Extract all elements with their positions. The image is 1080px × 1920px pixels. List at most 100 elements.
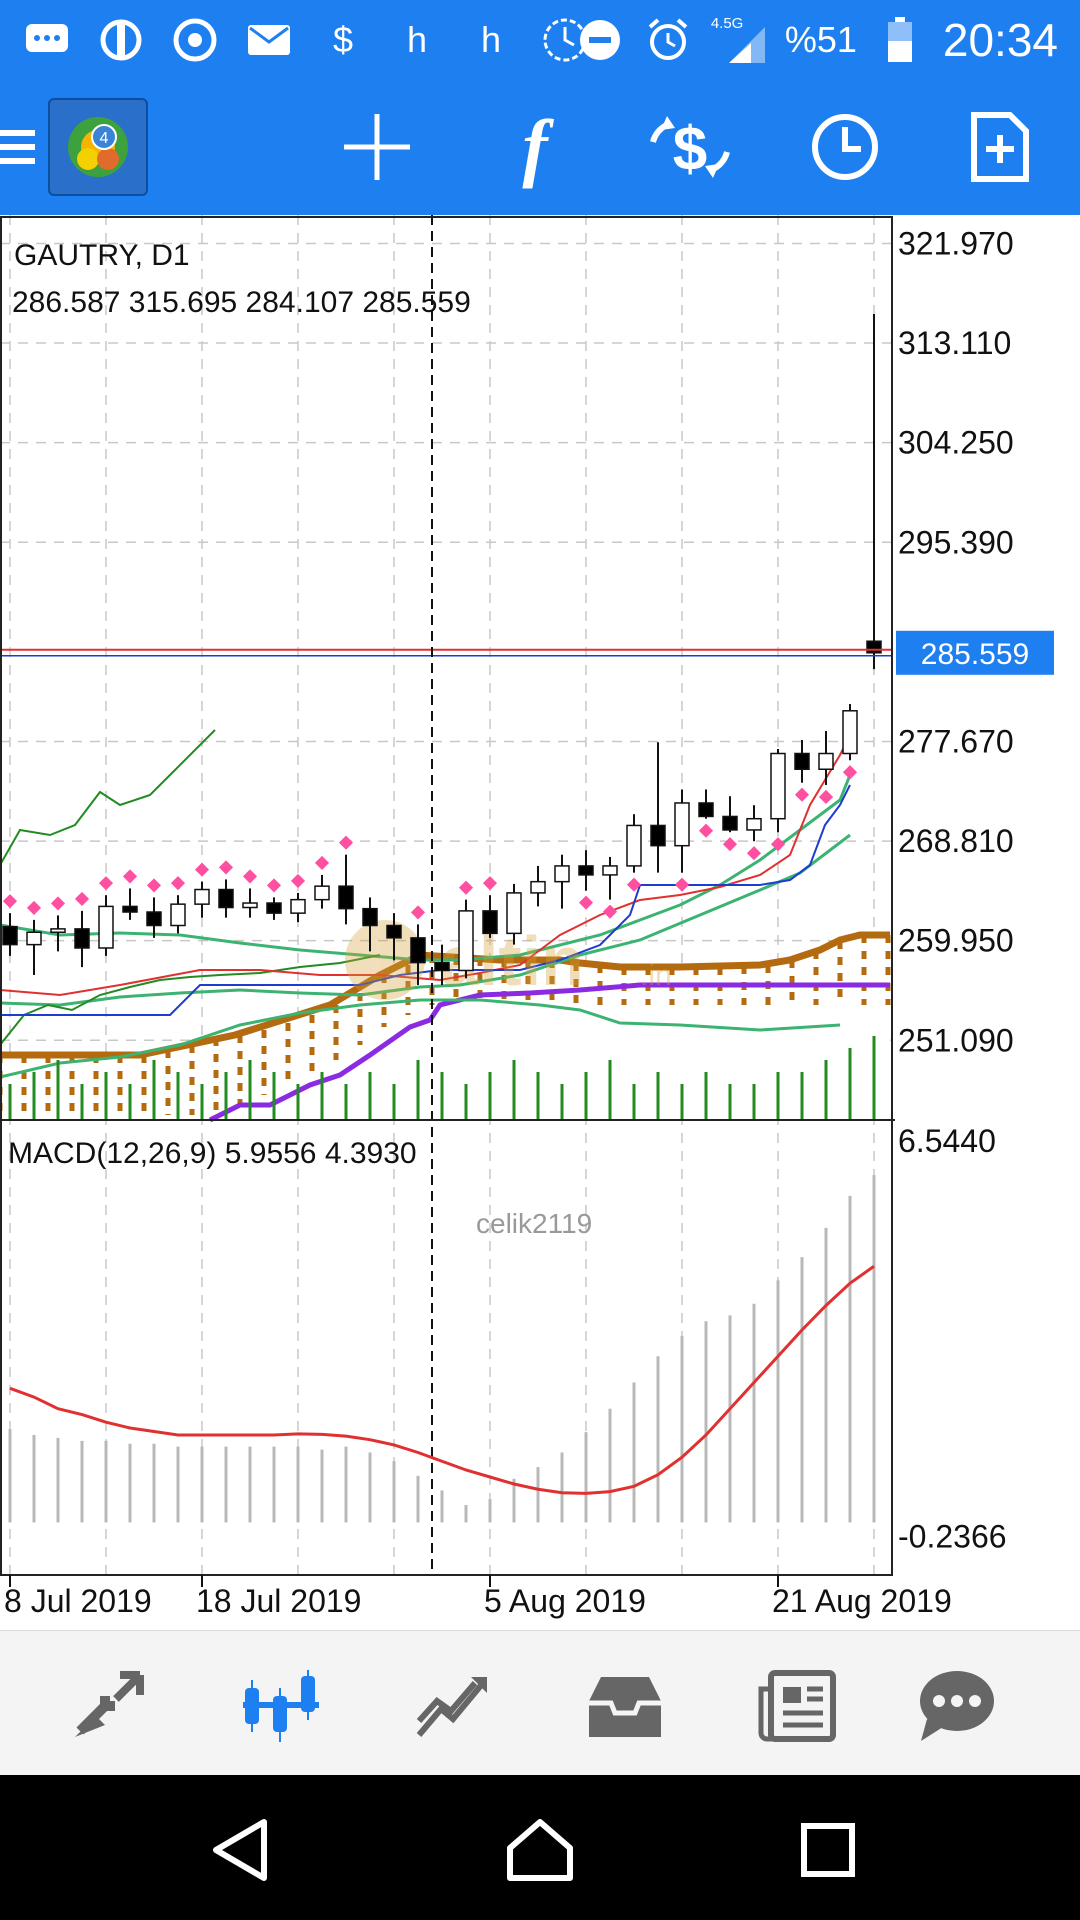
current-price-label: 285.559 bbox=[921, 638, 1029, 671]
candle-body bbox=[26, 931, 42, 946]
candle-body bbox=[242, 902, 258, 909]
sar-dot bbox=[722, 837, 738, 852]
candle-body bbox=[122, 905, 138, 913]
candle-body bbox=[410, 937, 426, 964]
candle-body bbox=[290, 898, 306, 914]
sar-dot bbox=[170, 876, 186, 891]
mail-icon bbox=[244, 15, 294, 65]
sar-dot bbox=[770, 837, 786, 852]
candle-body bbox=[578, 865, 594, 876]
date-labels: 8 Jul 2019 18 Jul 2019 5 Aug 2019 21 Aug 20… bbox=[4, 1575, 952, 1619]
candle-body bbox=[386, 924, 402, 939]
metatrader-logo[interactable]: 4 bbox=[48, 98, 148, 196]
watermark-text: celik2119 bbox=[476, 1208, 592, 1239]
candle-body bbox=[530, 880, 546, 894]
indicators-icon[interactable]: f bbox=[490, 102, 580, 192]
battery-percent: %51 bbox=[784, 19, 857, 60]
macd-title: MACD(12,26,9) 5.9556 4.3930 bbox=[8, 1137, 417, 1170]
candle-body bbox=[194, 888, 210, 905]
svg-text:4: 4 bbox=[100, 130, 109, 147]
new-order-icon[interactable] bbox=[955, 102, 1045, 192]
chart-border bbox=[0, 216, 893, 1576]
battery-icon bbox=[875, 15, 925, 65]
menu-icon[interactable] bbox=[0, 102, 40, 192]
candle-body bbox=[146, 911, 162, 927]
h-icon: h bbox=[480, 19, 502, 60]
chart-svg[interactable]: altin .in celik2119 321.970313.110304.25… bbox=[0, 215, 1080, 1625]
candle-body bbox=[338, 885, 354, 910]
bottom-navigation bbox=[0, 1630, 1080, 1776]
candle-body bbox=[746, 817, 762, 831]
sar-dot bbox=[218, 860, 234, 875]
trade-icon[interactable] bbox=[408, 1661, 498, 1751]
chat-icon bbox=[22, 15, 72, 65]
status-bar: $ h h 4.5G %51 20:34 bbox=[0, 0, 1080, 80]
alarm-icon bbox=[643, 15, 693, 65]
candle-body bbox=[98, 905, 114, 949]
price-tick: 268.810 bbox=[898, 823, 1014, 859]
price-ticks: 321.970 313.110 304.250 295.390 277.670 268.8… bbox=[898, 225, 1014, 1058]
price-tick: 304.250 bbox=[898, 425, 1014, 461]
back-icon[interactable] bbox=[195, 1805, 285, 1895]
clock-icon[interactable] bbox=[800, 102, 890, 192]
network-type: 4.5G bbox=[710, 15, 744, 32]
volume-bars bbox=[8, 1036, 876, 1120]
candle-body bbox=[794, 752, 810, 770]
candle-body bbox=[818, 752, 834, 770]
sar-dot bbox=[242, 869, 258, 884]
candle-body bbox=[458, 910, 474, 972]
system-navigation bbox=[0, 1775, 1080, 1920]
chat-icon[interactable] bbox=[912, 1661, 1002, 1751]
candles bbox=[2, 313, 882, 986]
sar-dot bbox=[698, 823, 714, 838]
sar-dot bbox=[26, 900, 42, 915]
quotes-icon[interactable] bbox=[65, 1661, 155, 1751]
macd-histogram bbox=[8, 1175, 876, 1523]
sar-dot bbox=[122, 869, 138, 884]
svg-text:$: $ bbox=[673, 115, 707, 182]
trade-icon[interactable]: $ bbox=[645, 102, 735, 192]
candle-body bbox=[50, 928, 66, 934]
chart-area[interactable]: altin .in celik2119 321.970 313.110 304.25… bbox=[0, 215, 1080, 1625]
candle-body bbox=[170, 903, 186, 927]
candle-body bbox=[554, 865, 570, 883]
dollar-icon: $ bbox=[332, 19, 354, 60]
candle-body bbox=[362, 907, 378, 927]
sar-dot bbox=[626, 877, 642, 892]
chart-icon[interactable] bbox=[236, 1661, 326, 1751]
dnd-icon bbox=[575, 15, 625, 65]
sar-dot bbox=[458, 880, 474, 895]
recents-icon[interactable] bbox=[783, 1805, 873, 1895]
candle-body bbox=[434, 961, 450, 972]
sar-dot bbox=[578, 895, 594, 910]
candle-body bbox=[74, 928, 90, 949]
sar-dot bbox=[482, 876, 498, 891]
sar-dot bbox=[338, 835, 354, 850]
macd-tick: -0.2366 bbox=[898, 1518, 1007, 1554]
indicator-lines bbox=[0, 729, 890, 1123]
sar-dot bbox=[98, 876, 114, 891]
macd-tick: 6.5440 bbox=[898, 1123, 996, 1159]
date-label: 18 Jul 2019 bbox=[196, 1583, 361, 1619]
ohlc-label: 286.587 315.695 284.107 285.559 bbox=[12, 286, 471, 319]
app-icon bbox=[96, 15, 146, 65]
candle-body bbox=[770, 752, 786, 820]
symbol-label: GAUTRY, D1 bbox=[14, 239, 190, 272]
parabolic-sar bbox=[2, 765, 858, 920]
candle-body bbox=[650, 824, 666, 847]
sar-dot bbox=[410, 905, 426, 920]
home-icon[interactable] bbox=[495, 1805, 585, 1895]
grid bbox=[0, 215, 892, 1575]
price-box: 285.559 bbox=[896, 630, 1054, 675]
news-icon[interactable] bbox=[752, 1661, 842, 1751]
h-icon: h bbox=[406, 19, 428, 60]
date-label: 8 Jul 2019 bbox=[4, 1583, 152, 1619]
price-tick: 277.670 bbox=[898, 723, 1014, 759]
crosshair-icon[interactable] bbox=[332, 102, 422, 192]
candle-body bbox=[698, 802, 714, 818]
history-icon[interactable] bbox=[580, 1661, 670, 1751]
candle-body bbox=[266, 902, 282, 914]
price-tick: 313.110 bbox=[898, 325, 1011, 361]
sar-dot bbox=[74, 891, 90, 906]
date-label: 5 Aug 2019 bbox=[484, 1583, 646, 1619]
